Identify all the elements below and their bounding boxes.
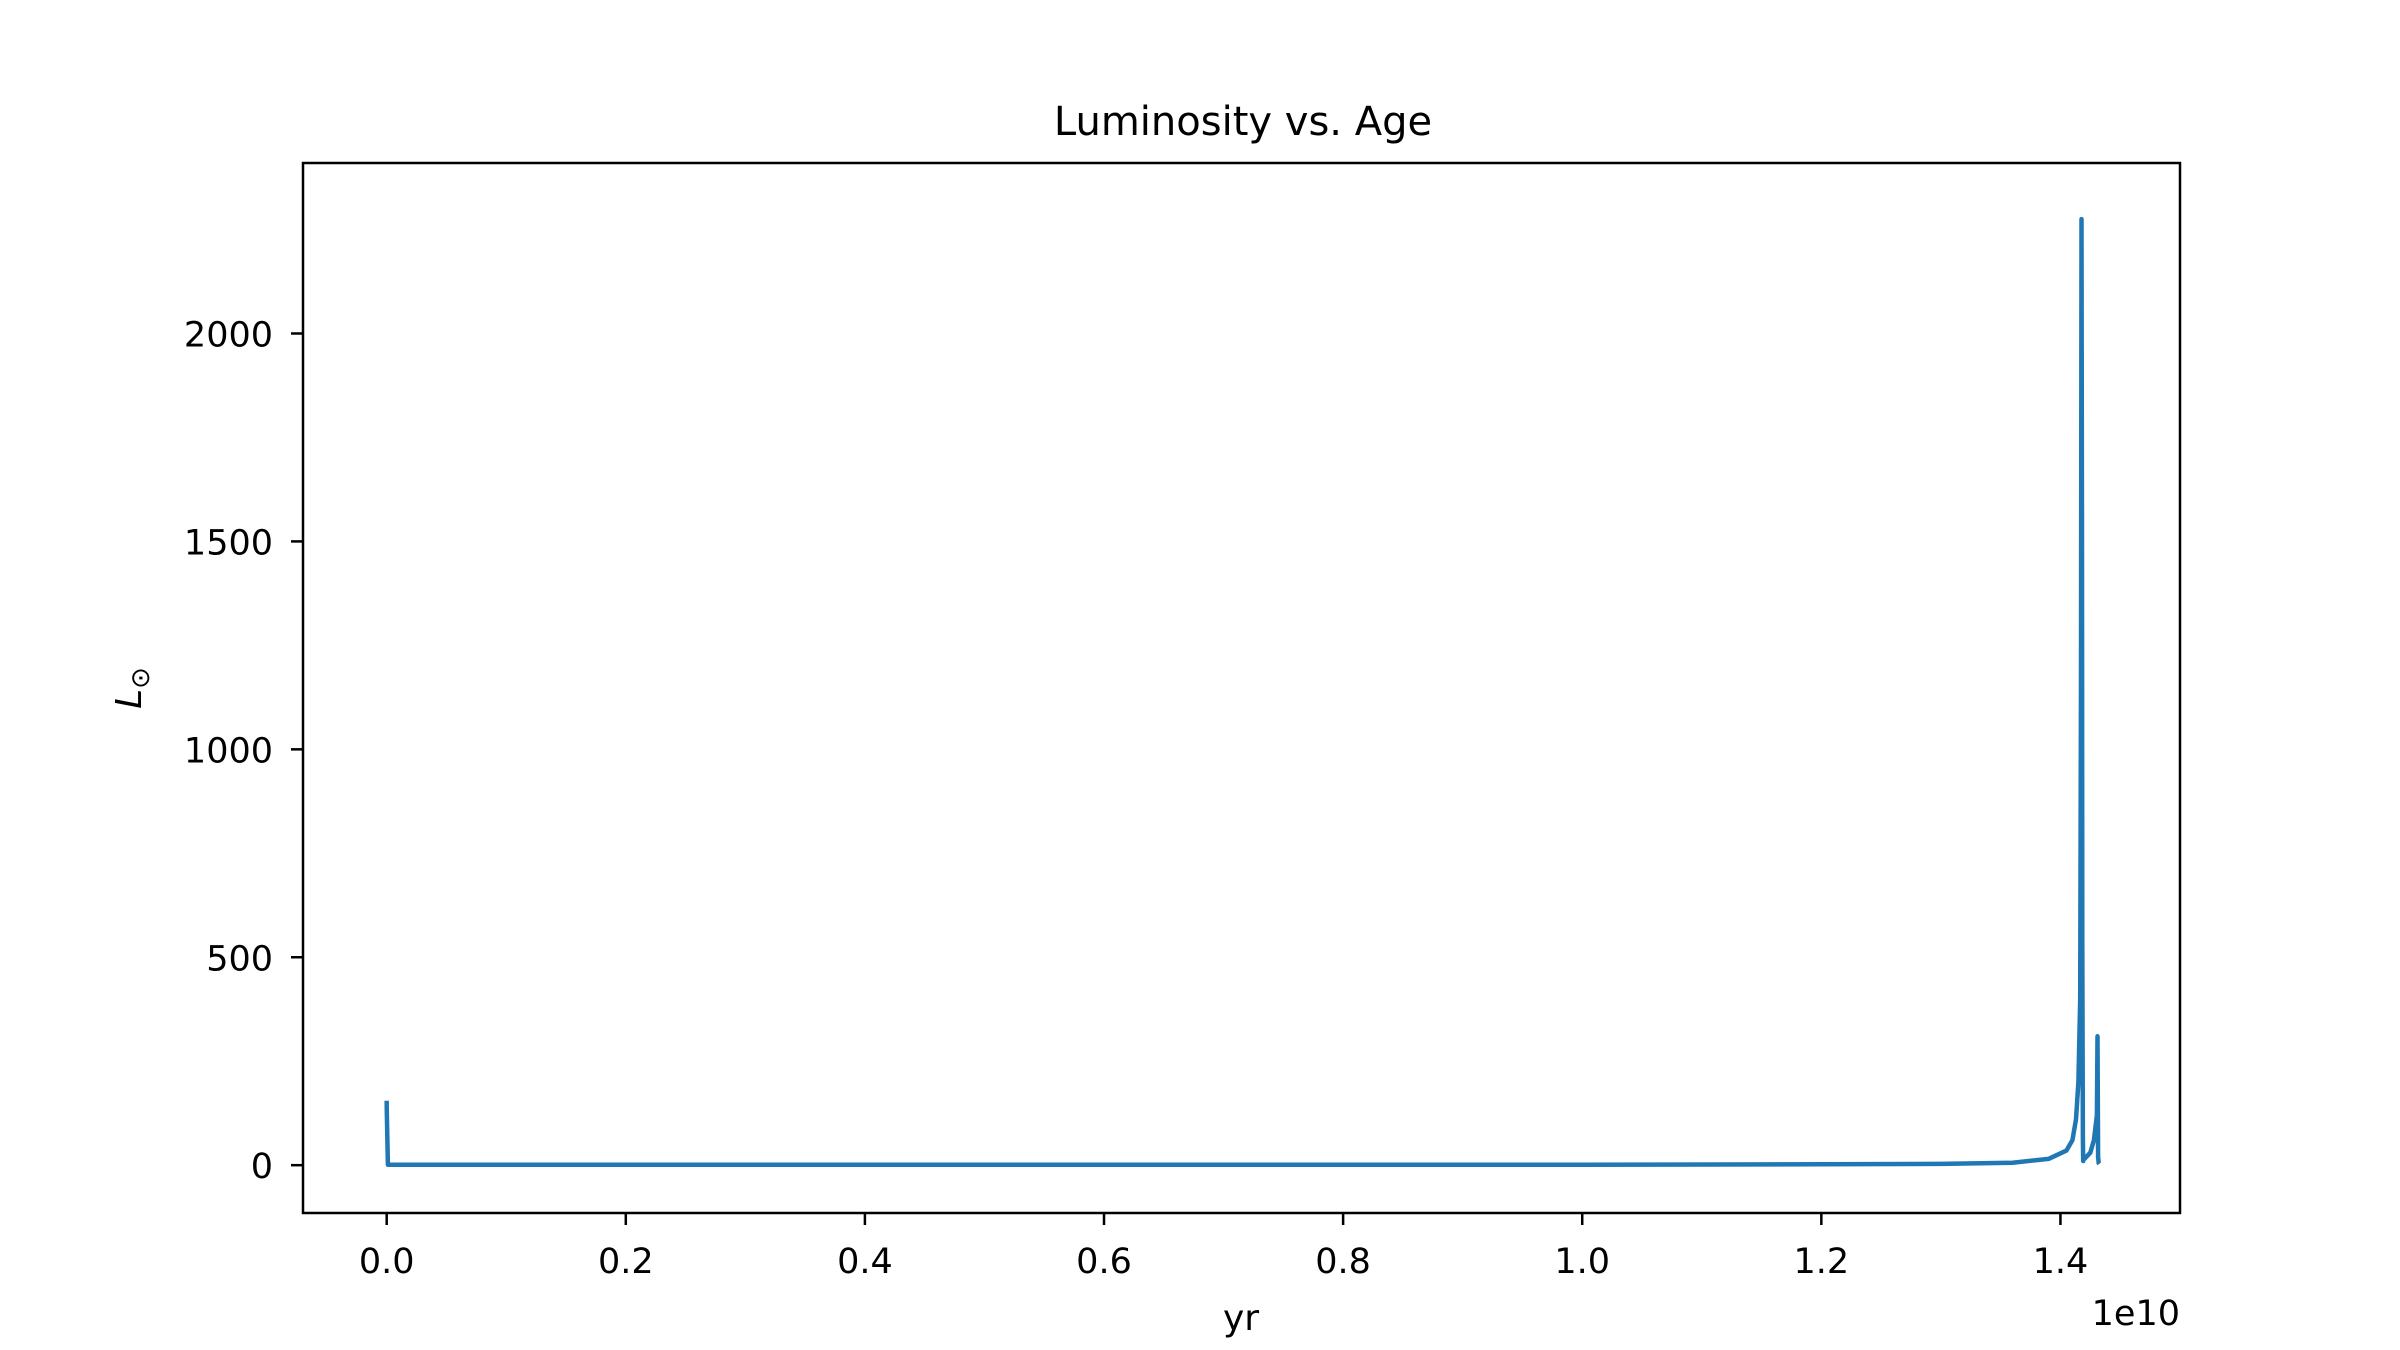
- y-axis-label: L⊙: [109, 667, 156, 709]
- y-tick-label: 1000: [184, 731, 273, 771]
- y-tick-label: 0: [251, 1147, 273, 1187]
- y-tick-label: 500: [206, 939, 273, 979]
- x-axis-label: yr: [1223, 1298, 1259, 1339]
- x-tick-label: 1.2: [1794, 1242, 1850, 1282]
- axes-frame: [301, 161, 2182, 1215]
- y-tick-label: 1500: [184, 523, 273, 563]
- x-tick-label: 0.6: [1076, 1242, 1132, 1282]
- y-axis-label-main: L: [109, 689, 150, 709]
- x-tick-label: 0.0: [359, 1242, 415, 1282]
- plot-area: [301, 161, 2182, 1215]
- chart-title: Luminosity vs. Age: [1054, 99, 1432, 145]
- y-axis-ticks: 0 500 1000 1500 2000: [184, 315, 303, 1187]
- x-axis-offset-label: 1e10: [2092, 1294, 2180, 1334]
- x-tick-label: 0.2: [598, 1242, 654, 1282]
- svg-text:L⊙: L⊙: [109, 667, 156, 709]
- x-tick-label: 0.8: [1315, 1242, 1371, 1282]
- luminosity-series-line: [384, 216, 2102, 1168]
- x-tick-label: 1.0: [1554, 1242, 1610, 1282]
- y-axis-label-subscript: ⊙: [126, 667, 156, 689]
- y-tick-label: 2000: [184, 315, 273, 355]
- x-tick-label: 0.4: [837, 1242, 893, 1282]
- x-axis-ticks: 0.0 0.2 0.4 0.6 0.8 1.0 1.2 1.4: [359, 1213, 2088, 1282]
- x-tick-label: 1.4: [2033, 1242, 2089, 1282]
